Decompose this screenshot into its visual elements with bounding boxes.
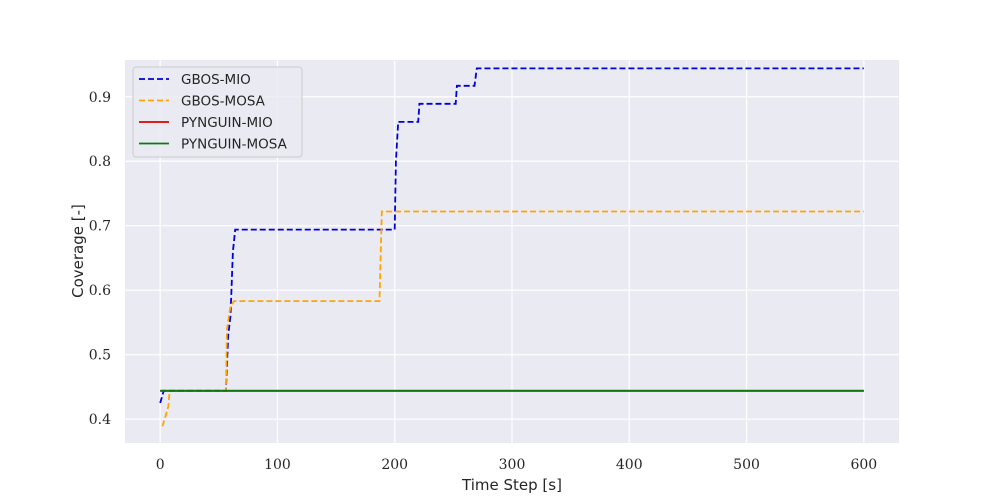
x-tick-label: 400 xyxy=(616,457,643,473)
legend: GBOS-MIO GBOS-MOSA PYNGUIN-MIO PYNGUIN-MOSA xyxy=(132,66,303,158)
x-tick-label: 300 xyxy=(499,457,526,473)
y-tick-label: 0.4 xyxy=(89,412,111,428)
x-tick-label: 0 xyxy=(156,457,165,473)
y-tick-label: 0.5 xyxy=(89,348,111,364)
x-axis-label: Time Step [s] xyxy=(461,476,562,494)
legend-box xyxy=(132,66,303,158)
legend-label: GBOS-MOSA xyxy=(181,94,266,110)
x-tick-label: 100 xyxy=(264,457,291,473)
y-tick-label: 0.6 xyxy=(89,283,111,299)
y-tick-label: 0.8 xyxy=(89,154,111,170)
legend-label: PYNGUIN-MOSA xyxy=(181,137,288,153)
y-tick-label: 0.7 xyxy=(89,219,111,235)
series-line-gbos-mosa xyxy=(161,210,864,427)
series-layer xyxy=(159,67,864,427)
y-axis-label: Coverage [-] xyxy=(69,204,87,298)
x-tick-label: 500 xyxy=(733,457,760,473)
tick-labels: 0 100 200 300 400 500 600 0.4 0.5 0.6 0.7 0.8 0.9 xyxy=(89,90,877,473)
x-tick-label: 600 xyxy=(850,457,877,473)
legend-label: PYNGUIN-MIO xyxy=(181,115,273,131)
grid-lines xyxy=(125,60,899,443)
x-tick-label: 200 xyxy=(381,457,408,473)
legend-label: GBOS-MIO xyxy=(181,72,251,88)
y-tick-label: 0.9 xyxy=(89,90,111,106)
